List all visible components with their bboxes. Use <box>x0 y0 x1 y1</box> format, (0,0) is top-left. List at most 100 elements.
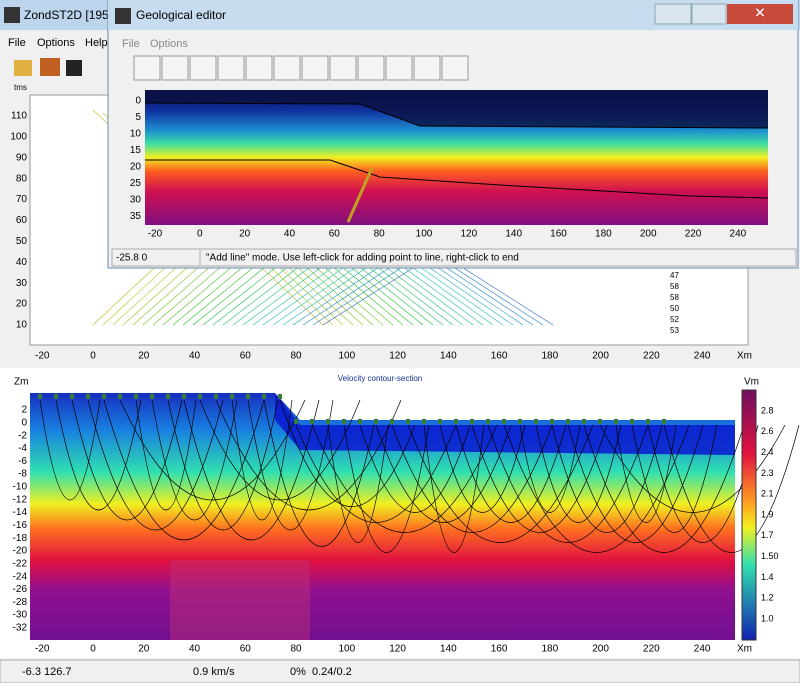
close-icon: ✕ <box>754 5 766 21</box>
point-label: 47 <box>670 271 679 280</box>
receiver <box>534 419 538 424</box>
receiver <box>598 419 602 424</box>
axis-label: tms <box>14 83 27 92</box>
editor-title: Geological editor <box>136 8 226 22</box>
receiver <box>166 394 170 399</box>
point-label: 50 <box>670 304 679 313</box>
status-text: -6.3 126.7 <box>22 666 72 678</box>
point-label: 58 <box>670 282 679 291</box>
x-tick-label: 40 <box>189 351 201 362</box>
tool-button[interactable] <box>133 55 161 81</box>
receiver <box>518 419 522 424</box>
save-button[interactable] <box>66 60 82 76</box>
receiver <box>342 419 346 424</box>
y-tick-label: 20 <box>130 161 142 172</box>
status-text: 0.9 km/s <box>193 666 235 678</box>
ray-path <box>231 399 293 521</box>
minimize-button[interactable] <box>654 3 692 25</box>
tool-button[interactable] <box>357 55 385 81</box>
y-tick-label: -6 <box>18 456 27 467</box>
ray-path <box>583 424 745 553</box>
editor-top <box>145 90 768 128</box>
y-tick-label: 35 <box>130 211 142 222</box>
x-tick-label: -20 <box>35 644 50 655</box>
ray-path <box>167 399 279 531</box>
x-tick-label: 60 <box>240 644 252 655</box>
tool-button[interactable] <box>329 55 357 81</box>
x-tick-label: 100 <box>338 644 355 655</box>
tool-button[interactable] <box>385 55 413 81</box>
y-tick-label: 90 <box>16 152 28 163</box>
status-text: -25.8 0 <box>116 253 148 264</box>
colorbar-tick: 1.0 <box>761 613 774 623</box>
receiver <box>390 419 394 424</box>
y-tick-label: 30 <box>130 194 142 205</box>
ray-path <box>519 424 581 513</box>
ray-path <box>247 399 334 531</box>
receiver <box>182 394 186 399</box>
x-tick-label: 40 <box>189 644 201 655</box>
status-text: 0.24/0.2 <box>312 666 352 678</box>
ray-path <box>615 424 677 523</box>
tool-button[interactable] <box>161 55 189 81</box>
ray-path <box>567 424 704 543</box>
app-icon <box>4 7 20 23</box>
ray-path <box>215 399 402 511</box>
x-tick-label: 200 <box>592 644 609 655</box>
x-tick-label: 60 <box>240 351 252 362</box>
ray-path <box>263 399 375 547</box>
y-tick-label: -24 <box>13 571 28 582</box>
receiver <box>214 394 218 399</box>
x-tick-label: 140 <box>440 351 457 362</box>
tool-button[interactable] <box>413 55 441 81</box>
ray-path <box>455 424 567 523</box>
ray-path <box>439 424 526 513</box>
x-tick-label: 20 <box>138 351 150 362</box>
tool-button[interactable] <box>441 55 469 81</box>
ray-path <box>535 424 622 523</box>
tool-button[interactable] <box>217 55 245 81</box>
y-tick-label: -30 <box>13 610 28 621</box>
menu-item[interactable]: Help <box>85 37 108 49</box>
receiver <box>230 394 234 399</box>
x-tick-label: 160 <box>550 229 567 240</box>
maximize-button[interactable] <box>691 3 727 25</box>
close-button[interactable] <box>727 4 793 24</box>
y-tick-label: 10 <box>130 129 142 140</box>
open-button[interactable] <box>14 60 32 76</box>
receiver <box>118 394 122 399</box>
menu-item[interactable]: File <box>8 37 26 49</box>
ray-path <box>375 424 512 523</box>
x-tick-label: 240 <box>694 351 711 362</box>
tool-button[interactable] <box>273 55 301 81</box>
colorbar-tick: 1.7 <box>761 530 774 540</box>
tool-button[interactable] <box>245 55 273 81</box>
receiver <box>134 394 138 399</box>
axis-label: Zm <box>14 377 28 388</box>
colorbar <box>741 389 757 641</box>
tool-button[interactable] <box>40 58 60 76</box>
ray-path <box>359 424 471 513</box>
receiver <box>278 394 282 399</box>
receiver <box>502 419 506 424</box>
tool-button[interactable] <box>301 55 329 81</box>
x-tick-label: 140 <box>505 229 522 240</box>
tool-button[interactable] <box>189 55 217 81</box>
colorbar-tick: 1.2 <box>761 593 774 603</box>
menu-item[interactable]: File <box>122 38 140 50</box>
x-tick-label: 180 <box>595 229 612 240</box>
receiver <box>374 419 378 424</box>
colorbar-tick: 1.4 <box>761 572 774 582</box>
ray-path <box>39 399 101 501</box>
menu-item[interactable]: Options <box>150 38 188 50</box>
point-label: 58 <box>670 293 679 302</box>
x-tick-label: -20 <box>35 351 50 362</box>
y-tick-label: 15 <box>130 145 142 156</box>
receiver <box>358 419 362 424</box>
receiver <box>422 419 426 424</box>
top-layer <box>275 393 735 455</box>
menu-item[interactable]: Options <box>37 37 75 49</box>
y-tick-label: -14 <box>13 507 28 518</box>
x-tick-label: 220 <box>643 351 660 362</box>
receiver <box>262 394 266 399</box>
